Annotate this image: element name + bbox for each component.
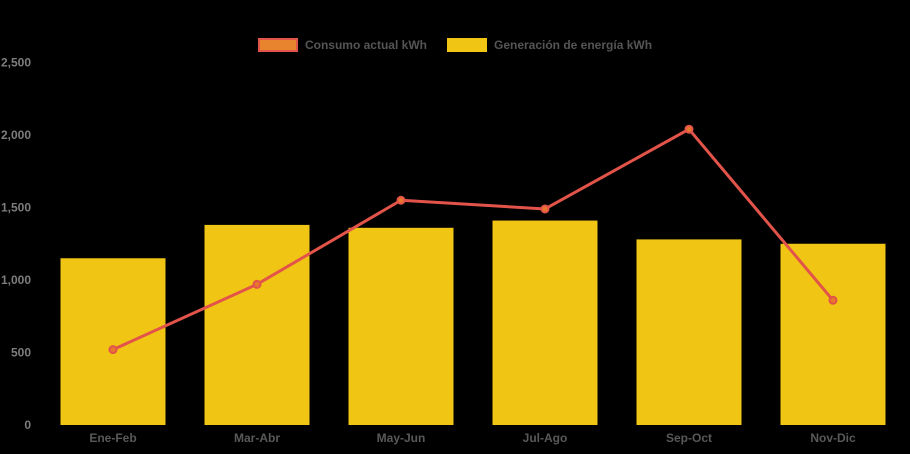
bar-generacion-Sep-Oct	[636, 239, 742, 425]
x-axis-label-Ene-Feb: Ene-Feb	[89, 431, 136, 445]
x-axis-label-Mar-Abr: Mar-Abr	[234, 431, 280, 445]
y-axis-tick-label: 1,500	[1, 201, 31, 215]
legend-swatch-generacion-icon	[446, 38, 487, 52]
x-axis-label-Sep-Oct: Sep-Oct	[666, 431, 712, 445]
y-axis-tick-label: 0	[24, 418, 31, 432]
bar-generacion-Nov-Dic	[780, 243, 886, 425]
data-point-consumo-Mar-Abr	[252, 279, 262, 289]
data-point-consumo-Ene-Feb	[108, 345, 118, 355]
bar-generacion-Jul-Ago	[492, 220, 598, 425]
chart-legend: Consumo actual kWh Generación de energía…	[0, 38, 910, 52]
legend-label-generacion: Generación de energía kWh	[493, 38, 653, 52]
bar-generacion-Ene-Feb	[60, 258, 166, 425]
bar-generacion-Mar-Abr	[204, 224, 310, 425]
line-consumo	[111, 127, 835, 352]
bar-generacion-May-Jun	[348, 227, 454, 425]
x-axis-label-Jul-Ago: Jul-Ago	[523, 431, 568, 445]
data-point-consumo-May-Jun	[396, 195, 406, 205]
y-axis-tick-label: 2,500	[1, 56, 31, 70]
y-axis-tick-label: 1,000	[1, 273, 31, 287]
data-point-consumo-Nov-Dic	[828, 295, 838, 305]
x-axis-label-Nov-Dic: Nov-Dic	[810, 431, 856, 445]
data-point-consumo-Sep-Oct	[684, 124, 694, 134]
legend-swatch-consumo-icon	[257, 38, 298, 52]
legend-item-generacion[interactable]: Generación de energía kWh	[446, 38, 653, 52]
legend-label-consumo: Consumo actual kWh	[304, 38, 427, 52]
legend-item-consumo[interactable]: Consumo actual kWh	[257, 38, 427, 52]
data-point-consumo-Jul-Ago	[540, 204, 550, 214]
x-axis-label-May-Jun: May-Jun	[377, 431, 426, 445]
y-axis-tick-label: 500	[11, 346, 31, 360]
y-axis-tick-label: 2,000	[1, 128, 31, 142]
